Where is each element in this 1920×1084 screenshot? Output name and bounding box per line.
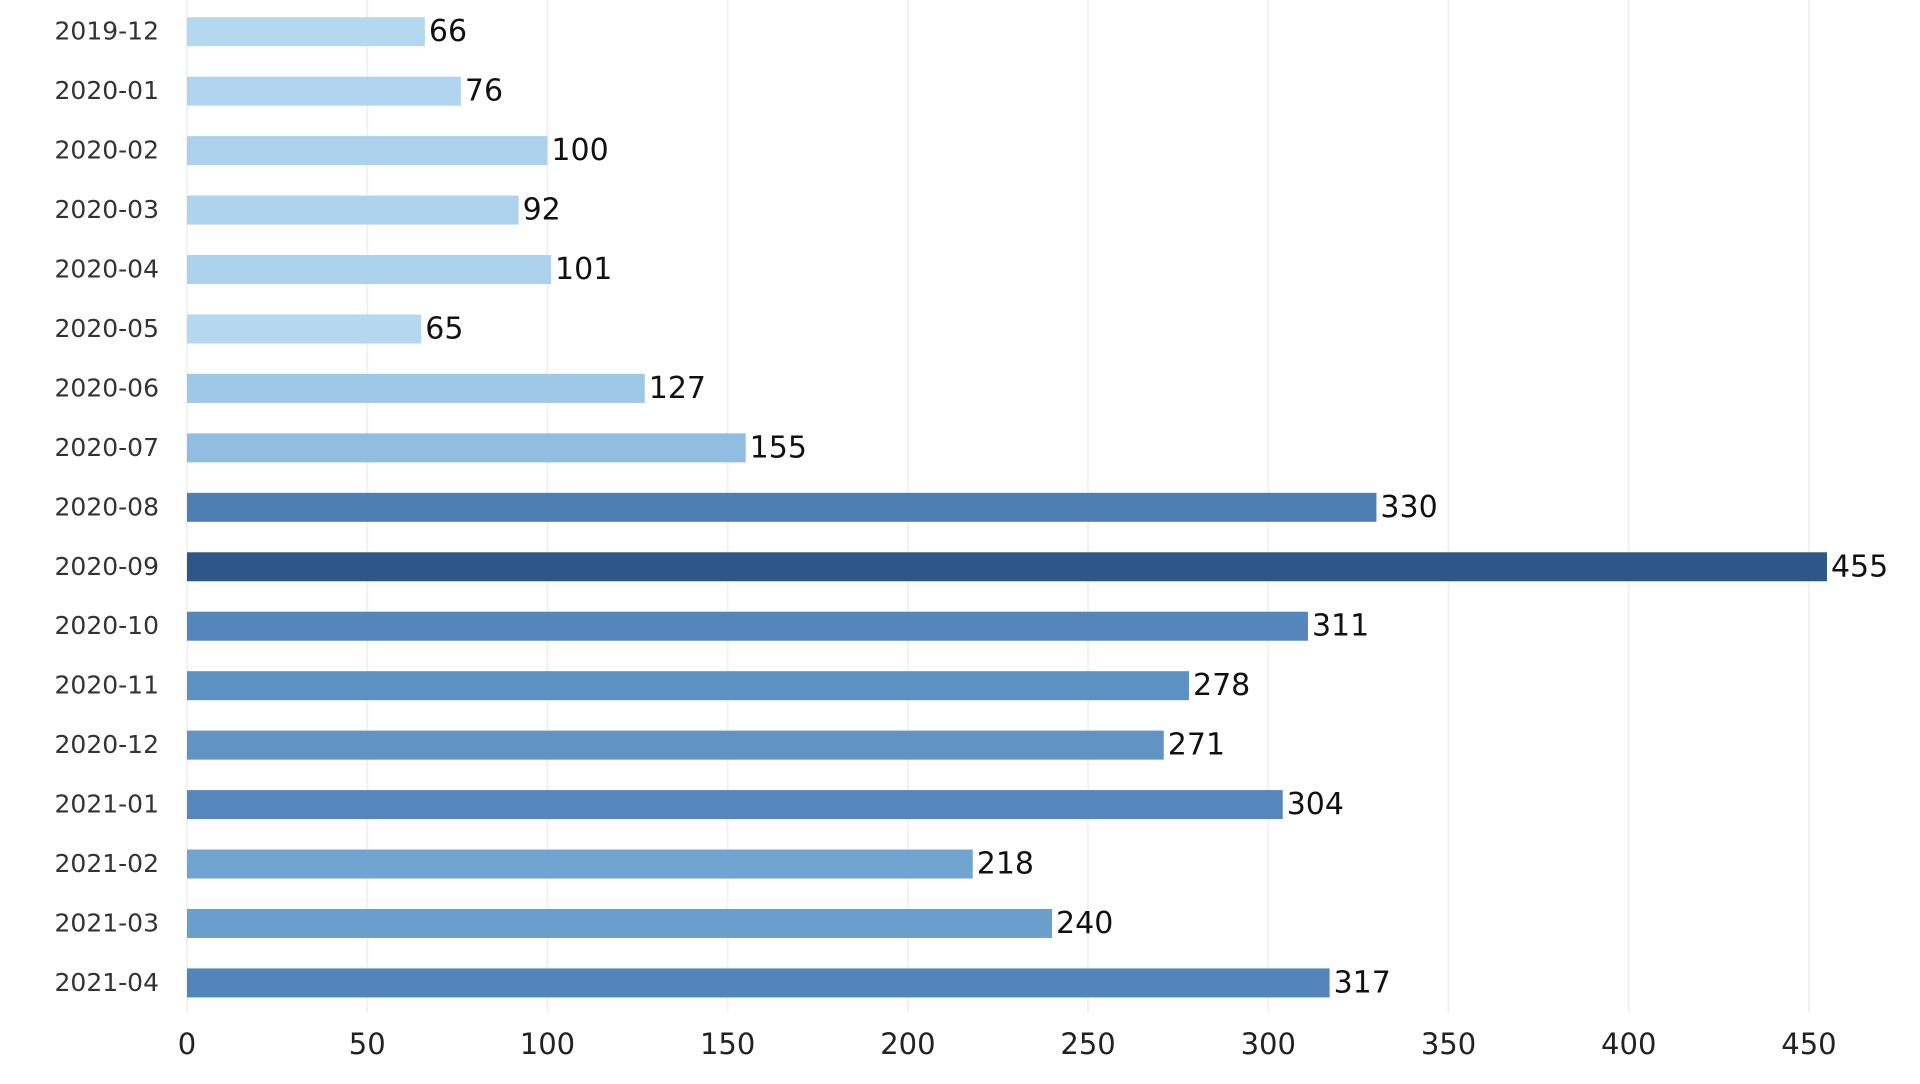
value-label: 311 (1312, 609, 1369, 644)
y-tick-label: 2020-10 (55, 611, 159, 640)
y-tick-label: 2020-01 (55, 76, 159, 105)
bar (187, 136, 548, 166)
bar (187, 433, 746, 463)
value-label: 330 (1380, 490, 1437, 525)
value-label: 100 (551, 133, 608, 168)
value-label: 271 (1168, 728, 1225, 763)
y-tick-label: 2021-02 (55, 849, 159, 878)
x-tick-label: 200 (880, 1027, 935, 1061)
y-tick-label: 2020-12 (55, 730, 159, 759)
y-tick-label: 2020-03 (55, 195, 159, 224)
x-tick-label: 50 (349, 1027, 386, 1061)
y-tick-label: 2020-02 (55, 136, 159, 165)
bar (187, 611, 1308, 641)
value-label: 278 (1193, 668, 1250, 703)
value-label: 65 (425, 311, 463, 346)
x-tick-label: 300 (1241, 1027, 1296, 1061)
y-tick-label: 2020-07 (55, 433, 159, 462)
value-label: 127 (649, 371, 706, 406)
value-label: 101 (555, 252, 612, 287)
value-label: 76 (465, 74, 503, 109)
value-label: 66 (429, 14, 467, 49)
x-tick-label: 100 (520, 1027, 575, 1061)
bar (187, 908, 1053, 938)
bar (187, 195, 519, 225)
bar (187, 671, 1190, 701)
x-tick-label: 0 (178, 1027, 196, 1061)
x-tick-label: 250 (1060, 1027, 1115, 1061)
y-tick-label: 2020-06 (55, 373, 159, 402)
bar (187, 730, 1164, 760)
bar (187, 968, 1330, 998)
y-tick-label: 2020-11 (55, 671, 159, 700)
bar (187, 76, 461, 106)
bar (187, 314, 422, 344)
y-tick-label: 2020-05 (55, 314, 159, 343)
y-tick-label: 2020-08 (55, 492, 159, 521)
x-tick-label: 400 (1601, 1027, 1656, 1061)
value-label: 317 (1334, 965, 1391, 1000)
x-tick-label: 450 (1781, 1027, 1836, 1061)
y-tick-label: 2019-12 (55, 17, 159, 46)
value-label: 218 (977, 847, 1034, 882)
value-label: 455 (1831, 549, 1888, 584)
bar (187, 790, 1283, 820)
y-tick-label: 2021-04 (55, 968, 159, 997)
value-label: 304 (1287, 787, 1344, 822)
x-tick-label: 150 (700, 1027, 755, 1061)
bar (187, 373, 645, 403)
bar (187, 552, 1827, 582)
bar (187, 255, 552, 285)
value-label: 240 (1056, 906, 1113, 941)
value-label: 155 (750, 430, 807, 465)
y-tick-label: 2020-04 (55, 255, 159, 284)
x-tick-label: 350 (1421, 1027, 1476, 1061)
value-label: 92 (523, 193, 561, 228)
bar (187, 849, 973, 879)
bar (187, 492, 1377, 522)
y-tick-label: 2020-09 (55, 552, 159, 581)
y-tick-label: 2021-03 (55, 908, 159, 937)
y-tick-label: 2021-01 (55, 790, 159, 819)
bar (187, 17, 425, 47)
